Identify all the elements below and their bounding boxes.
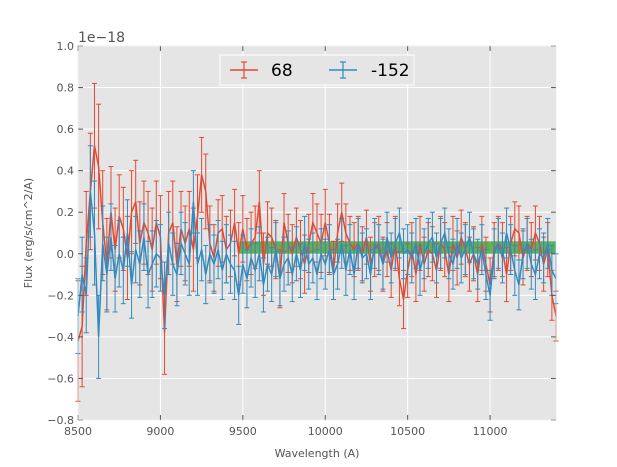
y-tick-label-1: −0.6 <box>47 372 74 385</box>
legend-entry-neg152: -152 <box>329 61 410 81</box>
series-1 <box>75 145 559 379</box>
legend-label-68: 68 <box>271 61 293 81</box>
x-tick-label-2: 9500 <box>229 425 257 438</box>
x-tick-label-0: 8500 <box>64 425 92 438</box>
band-layer <box>239 241 556 254</box>
plot-frame <box>77 45 557 421</box>
series-line-1 <box>77 191 557 337</box>
x-tick-label-5: 11000 <box>473 425 508 438</box>
y-tick-label-4: 0.0 <box>57 248 75 261</box>
y-tick-label-7: 0.6 <box>57 123 75 136</box>
legend: 68 -152 <box>219 54 415 86</box>
legend-label-neg152: -152 <box>371 61 410 81</box>
flux-band <box>239 241 556 254</box>
x-tick-label-1: 9000 <box>146 425 174 438</box>
x-tick-labels: 8500 9000 9500 10000 10500 11000 <box>64 425 508 438</box>
axis-ticks <box>77 45 557 421</box>
x-tick-label-4: 10500 <box>390 425 425 438</box>
legend-entry-68: 68 <box>230 61 293 81</box>
y-axis-label: Flux (erg/s/cm^2/A) <box>22 178 35 288</box>
y-tick-label-3: −0.2 <box>47 289 74 302</box>
x-tick-label-3: 10000 <box>308 425 343 438</box>
x-axis-label: Wavelength (A) <box>275 447 360 460</box>
y-tick-label-6: 0.4 <box>57 165 75 178</box>
y-tick-label-8: 0.8 <box>57 82 75 95</box>
y-offset-label: 1e−18 <box>78 30 125 46</box>
y-tick-label-0: −0.8 <box>47 414 74 427</box>
y-tick-labels: −0.8 −0.6 −0.4 −0.2 0.0 0.2 0.4 0.6 0.8 1.0 <box>47 40 74 427</box>
series-line-0 <box>77 145 557 342</box>
y-tick-label-9: 1.0 <box>57 40 75 53</box>
y-tick-label-5: 0.2 <box>57 206 75 219</box>
y-tick-label-2: −0.4 <box>47 331 74 344</box>
series-layer <box>75 82 559 402</box>
